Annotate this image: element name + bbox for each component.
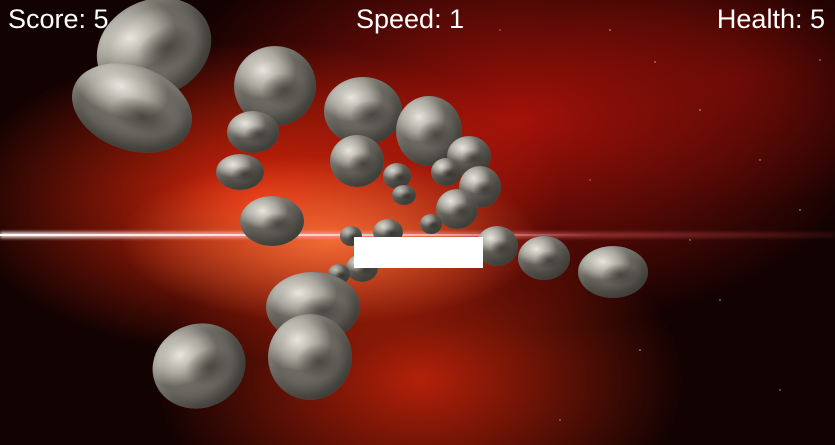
asteroid: [216, 154, 264, 190]
asteroid: [324, 77, 402, 145]
asteroid: [431, 158, 461, 186]
asteroid: [240, 196, 304, 246]
light-streak-core: [0, 234, 600, 236]
player-paddle: [354, 237, 483, 268]
asteroid: [436, 189, 478, 229]
asteroid: [227, 111, 279, 153]
asteroid: [383, 163, 411, 189]
health-label: Health: 5: [716, 4, 825, 34]
asteroid: [268, 314, 352, 400]
speed-label: Speed: 1: [356, 4, 465, 34]
asteroid: [392, 185, 416, 205]
asteroid: [420, 214, 442, 234]
asteroid: [578, 246, 648, 298]
score-label: Score: 5: [8, 4, 109, 34]
asteroid: [330, 135, 384, 187]
asteroid: [518, 236, 570, 280]
asteroid: [476, 226, 518, 266]
